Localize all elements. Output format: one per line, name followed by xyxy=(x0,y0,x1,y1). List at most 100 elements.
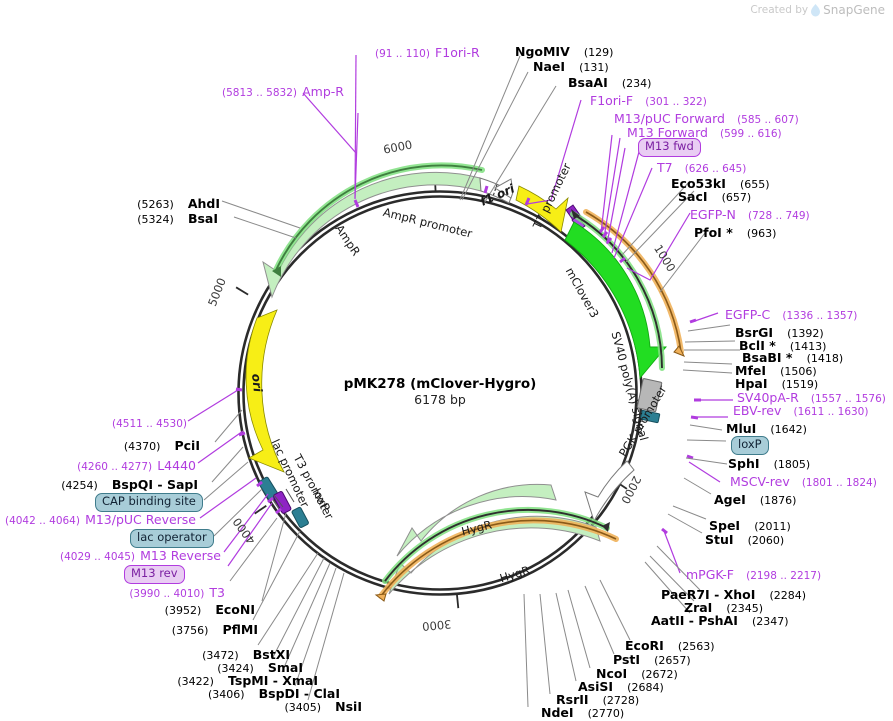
primer-f1ori-f-range: (301 .. 322) xyxy=(645,96,707,108)
primer-t7-label: T7 xyxy=(657,160,673,175)
enzyme-bsabi-label: BsaBI * xyxy=(742,350,793,365)
enzyme-ncoi-pos: (2672) xyxy=(641,668,678,681)
primer-f1ori-f[interactable]: F1ori-F (301 .. 322) xyxy=(590,92,707,108)
enzyme-mfei-label: MfeI xyxy=(735,363,767,378)
enzyme-ngomiv-pos: (129) xyxy=(583,46,614,59)
enzyme-sphi[interactable]: SphI (1805) xyxy=(728,455,810,471)
enzyme-zrai[interactable]: ZraI (2345) xyxy=(684,599,763,615)
primer-l4440[interactable]: (4260 .. 4277) L4440 xyxy=(10,457,196,473)
primer-amp-r[interactable]: (5813 .. 5832) Amp-R xyxy=(222,83,344,99)
primer-egfp-n-label: EGFP-N xyxy=(690,207,736,222)
enzyme-psti-label: PstI xyxy=(613,652,641,667)
enzyme-mfei-pos: (1506) xyxy=(780,365,817,378)
enzyme-smai[interactable]: (3424) SmaI xyxy=(110,659,303,675)
primer-m13-puc-reverse[interactable]: (4042 .. 4064) M13/pUC Reverse xyxy=(4,511,196,527)
primer-m13-puc-reverse-label: M13/pUC Reverse xyxy=(85,512,196,527)
primer-t3[interactable]: (3990 .. 4010) T3 xyxy=(30,584,225,600)
enzyme-ncoi[interactable]: NcoI (2672) xyxy=(596,665,678,681)
enzyme-nsii[interactable]: (3405) NsiI xyxy=(170,698,362,714)
enzyme-econi[interactable]: (3952) EcoNI xyxy=(70,601,255,617)
enzyme-aatii-pshai-label: AatII - PshAI xyxy=(651,613,738,628)
enzyme-stui[interactable]: StuI (2060) xyxy=(705,531,784,547)
enzyme-aatii-pshai[interactable]: AatII - PshAI (2347) xyxy=(651,612,789,628)
primer-mscv-rev[interactable]: MSCV-rev (1801 .. 1824) xyxy=(730,473,877,489)
primer-amp-r-label: Amp-R xyxy=(302,84,344,99)
badge-loxp[interactable]: loxP xyxy=(731,436,769,455)
enzyme-tspmi-xmai[interactable]: (3422) TspMI - XmaI xyxy=(90,672,318,688)
enzyme-asisi[interactable]: AsiSI (2684) xyxy=(578,678,664,694)
enzyme-hpai[interactable]: HpaI (1519) xyxy=(735,375,818,391)
enzyme-mlui-label: MluI xyxy=(726,421,757,436)
enzyme-mfei[interactable]: MfeI (1506) xyxy=(735,362,817,378)
enzyme-bstxi[interactable]: (3472) BstXI xyxy=(100,646,290,662)
primer-sv40pa-r[interactable]: SV40pA-R (1557 .. 1576) xyxy=(737,389,886,405)
enzyme-pflmi[interactable]: (3756) PflMI xyxy=(80,621,258,637)
primer-mpgk-f[interactable]: mPGK-F (2198 .. 2217) xyxy=(686,566,821,582)
enzyme-psti[interactable]: PstI (2657) xyxy=(613,651,691,667)
enzyme-bcli[interactable]: BclI * (1413) xyxy=(739,337,826,353)
enzyme-bspdi-clai[interactable]: (3406) BspDI - ClaI xyxy=(110,685,340,701)
primer-ebv-rev-range: (1611 .. 1630) xyxy=(793,406,869,418)
feature-loxp-inner xyxy=(291,506,309,528)
primer-m13-puc-forward[interactable]: M13/pUC Forward (585 .. 607) xyxy=(614,110,799,126)
enzyme-ahdi-pos: (5324) xyxy=(137,213,174,226)
badge-m13-fwd[interactable]: M13 fwd xyxy=(638,138,701,157)
enzyme-naei[interactable]: NaeI (131) xyxy=(533,58,609,74)
enzyme-pcii[interactable]: (4370) PciI xyxy=(60,437,200,453)
enzyme-ngomiv[interactable]: NgoMIV (129) xyxy=(515,43,613,59)
enzyme-ahdi[interactable]: (5324) BsaI xyxy=(60,210,218,226)
enzyme-rsrii[interactable]: RsrII (2728) xyxy=(556,691,639,707)
enzyme-bsrgi-label: BsrGI xyxy=(735,325,774,340)
enzyme-bsai[interactable]: (5263) AhdI xyxy=(70,195,220,211)
badge-cap-binding-site[interactable]: CAP binding site xyxy=(95,493,203,512)
enzyme-pfoi[interactable]: PfoI * (963) xyxy=(694,224,776,240)
enzyme-bsrgi[interactable]: BsrGI (1392) xyxy=(735,324,824,340)
enzyme-bsaai[interactable]: BsaAI (234) xyxy=(568,74,651,90)
enzyme-spei-pos: (2011) xyxy=(754,520,791,533)
enzyme-ngomiv-label: NgoMIV xyxy=(515,44,570,59)
enzyme-ndei[interactable]: NdeI (2770) xyxy=(541,704,624,720)
enzyme-paer7i-xhoi[interactable]: PaeR7I - XhoI (2284) xyxy=(661,586,806,602)
enzyme-naei-pos: (131) xyxy=(579,61,609,74)
primer-mpgk-f-range: (2198 .. 2217) xyxy=(746,570,822,582)
enzyme-stui-pos: (2060) xyxy=(747,534,785,547)
tick-label-3000: 3000 xyxy=(421,617,452,634)
enzyme-spei[interactable]: SpeI (2011) xyxy=(709,517,791,533)
leader-left xyxy=(187,389,278,582)
enzyme-eco53ki[interactable]: Eco53kI (655) xyxy=(671,175,770,191)
primer-m13-forward[interactable]: M13 Forward (599 .. 616) xyxy=(627,124,782,140)
primer-f1ori-r[interactable]: (91 .. 110) F1ori-R xyxy=(375,44,480,60)
enzyme-mlui[interactable]: MluI (1642) xyxy=(726,420,807,436)
primer-egfp-n[interactable]: EGFP-N (728 .. 749) xyxy=(690,206,810,222)
enzyme-asisi-pos: (2684) xyxy=(627,681,664,694)
enzyme-zrai-label: ZraI xyxy=(684,600,713,615)
primer-pbr322ori-f[interactable]: (4511 .. 4530) xyxy=(10,414,187,430)
primer-ebv-rev[interactable]: EBV-rev (1611 .. 1630) xyxy=(733,402,868,418)
enzyme-bspdi-clai-label: BspDI - ClaI xyxy=(258,686,340,701)
enzyme-bspqi-sapi[interactable]: (4254) BspQI - SapI xyxy=(20,476,198,492)
snapgene-watermark: Created by SnapGene xyxy=(750,3,885,17)
primer-m13-reverse[interactable]: (4029 .. 4045) M13 Reverse xyxy=(16,547,221,563)
primer-f1ori-f-label: F1ori-F xyxy=(590,93,634,108)
badge-m13-rev[interactable]: M13 rev xyxy=(124,565,185,584)
enzyme-agei[interactable]: AgeI (1876) xyxy=(714,491,796,507)
primer-t7[interactable]: T7 (626 .. 645) xyxy=(657,159,746,175)
enzyme-saci-label: SacI xyxy=(678,189,708,204)
enzyme-ecori[interactable]: EcoRI (2563) xyxy=(625,637,714,653)
enzyme-hpai-pos: (1519) xyxy=(781,378,819,391)
enzyme-smai-label: SmaI xyxy=(267,660,303,675)
enzyme-pcii-pos: (4370) xyxy=(123,440,161,453)
primer-egfp-n-range: (728 .. 749) xyxy=(748,210,810,222)
feature-ampr xyxy=(262,162,485,299)
enzyme-bsabi[interactable]: BsaBI * (1418) xyxy=(742,349,843,365)
leader-right-top xyxy=(526,99,709,293)
primer-sv40pa-r-range: (1557 .. 1576) xyxy=(810,393,886,405)
enzyme-pflmi-label: PflMI xyxy=(222,622,258,637)
enzyme-smai-pos: (3424) xyxy=(217,662,254,675)
enzyme-bsabi-pos: (1418) xyxy=(806,352,844,365)
enzyme-saci[interactable]: SacI (657) xyxy=(678,188,751,204)
primer-f1ori-r-label: F1ori-R xyxy=(435,45,480,60)
primer-egfp-c[interactable]: EGFP-C (1336 .. 1357) xyxy=(725,306,857,322)
badge-lac-operator[interactable]: lac operator xyxy=(130,529,214,548)
enzyme-bsaai-pos: (234) xyxy=(621,77,652,90)
